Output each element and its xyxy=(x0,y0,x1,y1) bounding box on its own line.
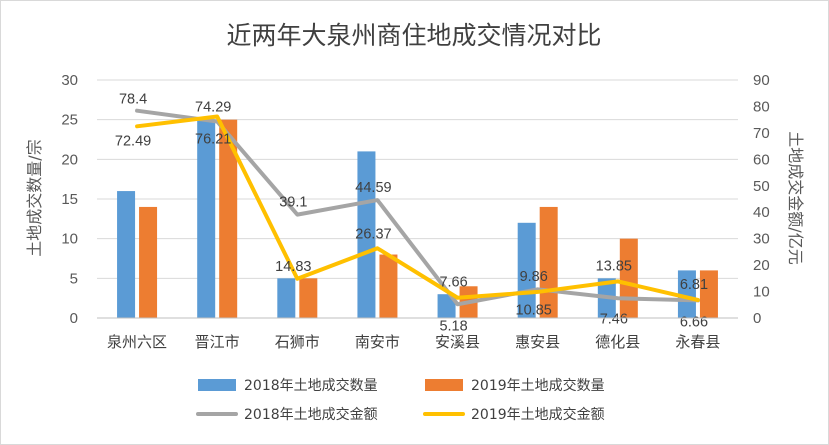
data-label-0-6: 7.46 xyxy=(600,311,628,327)
data-label-1-7: 6.81 xyxy=(680,277,708,293)
chart-title: 近两年大泉州商住地成交情况对比 xyxy=(226,21,601,50)
x-tick-label-2: 石狮市 xyxy=(275,333,320,351)
bar-0-1 xyxy=(197,119,216,319)
data-label-1-6: 13.85 xyxy=(596,258,632,274)
legend-swatch-0 xyxy=(198,379,236,391)
y-right-tick-10: 10 xyxy=(753,284,770,301)
axes: 0 5 10 15 20 25 30 0 10 20 30 40 50 60 70 80 90 泉州六区 晋江市 石狮… xyxy=(61,72,769,351)
legend-label-1: 2019年土地成交数量 xyxy=(471,377,605,394)
data-label-0-3: 44.59 xyxy=(355,180,391,196)
legend: 2018年土地成交数量 2019年土地成交数量 2018年土地成交金额 2019年土地… xyxy=(196,377,605,423)
legend-label-0: 2018年土地成交数量 xyxy=(244,377,378,394)
x-tick-label-5: 惠安县 xyxy=(515,333,560,351)
bar-1-3 xyxy=(379,254,398,318)
data-label-1-5: 9.86 xyxy=(520,269,548,285)
y-right-tick-30: 30 xyxy=(753,231,770,248)
x-tick-label-1: 晋江市 xyxy=(195,333,240,351)
x-tick-label-0: 泉州六区 xyxy=(107,333,167,351)
bar-1-0 xyxy=(139,206,158,318)
bar-0-0 xyxy=(117,191,136,318)
legend-label-3: 2019年土地成交金额 xyxy=(471,406,605,423)
bar-1-7 xyxy=(699,270,718,318)
y-right-tick-50: 50 xyxy=(753,178,770,195)
data-label-0-5: 10.85 xyxy=(516,302,552,318)
lines xyxy=(135,108,700,307)
y-left-axis-title: 土地成交数量/宗 xyxy=(25,139,44,256)
bar-0-4 xyxy=(437,294,456,318)
y-left-tick-10: 10 xyxy=(61,231,78,248)
line-series-0 xyxy=(135,108,700,307)
bar-1-2 xyxy=(299,278,318,318)
data-label-1-4: 7.66 xyxy=(439,275,467,291)
legend-swatch-1 xyxy=(425,379,463,391)
y-left-tick-15: 15 xyxy=(61,191,78,208)
data-label-0-7: 6.66 xyxy=(680,314,708,330)
bar-0-2 xyxy=(277,278,296,318)
bar-0-3 xyxy=(357,151,376,318)
y-left-tick-25: 25 xyxy=(61,112,78,129)
data-label-0-4: 5.18 xyxy=(439,318,467,334)
line-series-1 xyxy=(135,114,700,302)
y-right-tick-40: 40 xyxy=(753,204,770,221)
y-left-tick-0: 0 xyxy=(70,310,78,327)
y-right-tick-0: 0 xyxy=(753,310,761,327)
y-right-tick-70: 70 xyxy=(753,125,770,142)
legend-label-2: 2018年土地成交金额 xyxy=(244,406,378,423)
x-tick-label-3: 南安市 xyxy=(355,333,400,351)
x-tick-label-7: 永春县 xyxy=(675,333,720,351)
y-left-tick-30: 30 xyxy=(61,72,78,89)
x-tick-label-6: 德化县 xyxy=(595,333,640,351)
data-label-0-0: 78.4 xyxy=(119,92,147,108)
data-label-1-3: 26.37 xyxy=(355,226,391,242)
data-label-0-2: 39.1 xyxy=(279,195,307,211)
data-label-1-1: 76.21 xyxy=(195,131,231,147)
x-tick-label-4: 安溪县 xyxy=(435,333,480,351)
data-label-0-1: 74.29 xyxy=(195,100,231,116)
y-right-axis-title: 土地成交金额/亿元 xyxy=(786,131,805,264)
data-labels: 78.4 74.29 39.1 44.59 5.18 10.85 7.46 6.66 72.49… xyxy=(115,92,708,335)
y-right-tick-20: 20 xyxy=(753,257,770,274)
y-left-tick-20: 20 xyxy=(61,151,78,168)
y-right-tick-80: 80 xyxy=(753,98,770,115)
y-right-tick-90: 90 xyxy=(753,72,770,89)
bars xyxy=(117,119,718,319)
bar-1-6 xyxy=(619,238,638,318)
y-right-tick-60: 60 xyxy=(753,151,770,168)
bar-1-1 xyxy=(219,119,238,319)
bar-0-7 xyxy=(677,270,696,318)
y-left-tick-5: 5 xyxy=(70,270,78,287)
data-label-1-0: 72.49 xyxy=(115,133,151,149)
data-label-1-2: 14.83 xyxy=(275,259,311,275)
